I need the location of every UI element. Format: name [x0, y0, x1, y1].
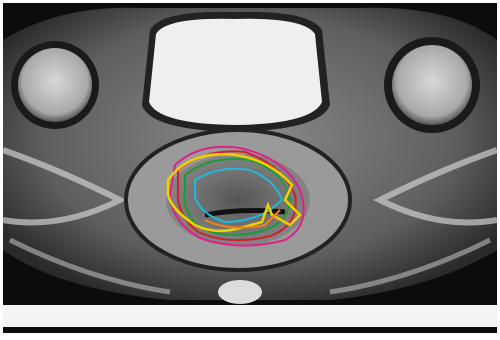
fat-streak — [2, 147, 127, 226]
fat-streak — [373, 147, 498, 226]
coccyx — [218, 280, 262, 304]
contour-red — [176, 150, 297, 242]
femoral-head — [18, 48, 92, 122]
contour-green — [183, 158, 292, 236]
fat-streak — [8, 237, 171, 295]
contour-yellow — [166, 153, 302, 233]
lumen — [204, 208, 286, 218]
fat-streak — [329, 237, 492, 295]
contour-magenta — [168, 145, 305, 247]
bladder — [149, 18, 322, 125]
contour-orange — [204, 209, 281, 229]
table — [3, 305, 497, 327]
mesorectal-fascia — [124, 128, 352, 272]
femoral-head — [392, 45, 472, 125]
